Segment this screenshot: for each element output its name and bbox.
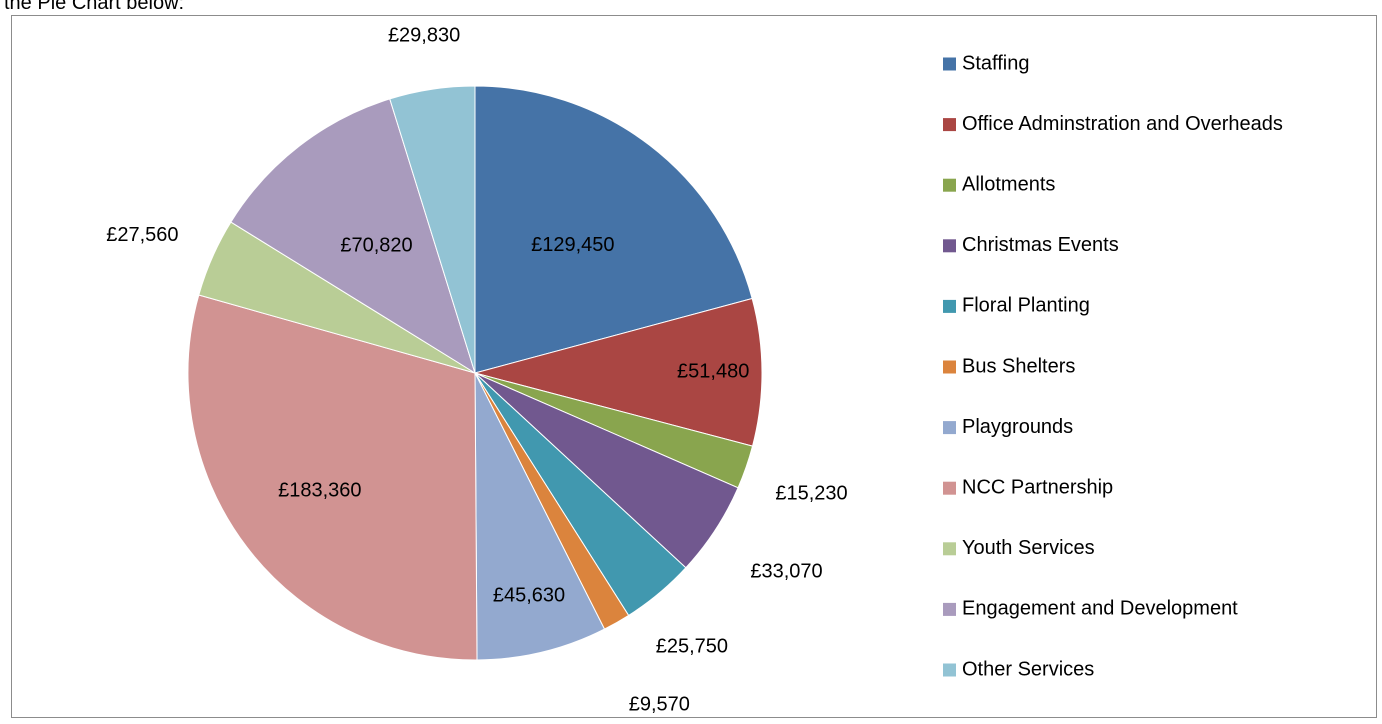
intro-caption: the Pie Chart below: [4, 0, 185, 14]
legend-label-2: Office Adminstration and Overheads [962, 113, 1283, 135]
legend: Staffing Office Adminstration and Overhea… [943, 52, 1283, 680]
legend-swatch-7 [943, 421, 956, 435]
legend-item-11: Other Services [943, 658, 1094, 680]
data-label-9: £27,560 [106, 224, 178, 246]
legend-label-7: Playgrounds [962, 416, 1073, 438]
pie-chart: £129,450 £51,480 £15,230 £33,070 £25,750 £9,5… [106, 24, 1283, 715]
data-label-2: £51,480 [677, 361, 749, 383]
data-label-6: £9,570 [629, 694, 690, 716]
pie-data-labels: £129,450 £51,480 £15,230 £33,070 £25,750 £9,5… [106, 24, 847, 715]
legend-label-9: Youth Services [962, 537, 1095, 559]
legend-item-8: NCC Partnership [943, 476, 1113, 498]
legend-label-1: Staffing [962, 52, 1029, 74]
legend-swatch-6 [943, 360, 956, 374]
pie-slice-10 [230, 98, 476, 375]
legend-item-9: Youth Services [943, 537, 1095, 559]
legend-label-4: Christmas Events [962, 234, 1119, 256]
legend-swatch-5 [943, 299, 956, 313]
data-label-3: £15,230 [775, 483, 847, 505]
data-label-11: £29,830 [388, 24, 460, 46]
legend-item-6: Bus Shelters [943, 355, 1075, 377]
legend-swatch-1 [943, 57, 956, 71]
legend-swatch-8 [943, 481, 956, 495]
pie-slice-11 [389, 85, 476, 374]
data-label-10: £70,820 [340, 234, 412, 256]
legend-label-5: Floral Planting [962, 295, 1090, 317]
pie-slices [187, 85, 763, 661]
legend-item-2: Office Adminstration and Overheads [943, 113, 1283, 135]
legend-swatch-11 [943, 663, 956, 677]
pie-slice-7 [474, 372, 606, 661]
legend-item-10: Engagement and Development [943, 598, 1238, 620]
data-label-7: £45,630 [493, 584, 565, 606]
legend-label-11: Other Services [962, 658, 1094, 680]
legend-item-1: Staffing [943, 52, 1029, 74]
legend-item-5: Floral Planting [943, 295, 1090, 317]
legend-label-6: Bus Shelters [962, 355, 1075, 377]
pie-slice-2 [473, 297, 763, 447]
legend-swatch-3 [943, 178, 956, 192]
legend-swatch-2 [943, 118, 956, 132]
legend-label-8: NCC Partnership [962, 476, 1113, 498]
legend-item-7: Playgrounds [943, 416, 1073, 438]
legend-swatch-10 [943, 602, 956, 616]
data-label-8: £183,360 [278, 480, 361, 502]
legend-item-4: Christmas Events [943, 234, 1119, 256]
chart-frame: £129,450 £51,480 £15,230 £33,070 £25,750 £9,5… [11, 15, 1377, 718]
pie-slice-8 [187, 294, 478, 661]
legend-label-10: Engagement and Development [962, 598, 1238, 620]
legend-item-3: Allotments [943, 173, 1055, 195]
pie-slice-1 [474, 85, 753, 374]
data-label-1: £129,450 [531, 234, 614, 256]
legend-swatch-4 [943, 239, 956, 253]
legend-swatch-9 [943, 542, 956, 556]
legend-label-3: Allotments [962, 173, 1055, 195]
data-label-4: £33,070 [750, 560, 822, 582]
data-label-5: £25,750 [656, 635, 728, 657]
